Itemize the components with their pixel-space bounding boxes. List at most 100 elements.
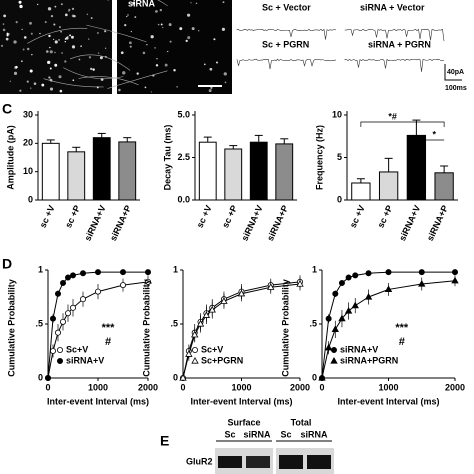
point (45, 374, 52, 381)
punctum (9, 80, 12, 82)
punctum (209, 67, 213, 71)
point (331, 325, 339, 332)
neurite (107, 0, 168, 7)
punctum (162, 26, 164, 29)
punctum (2, 28, 6, 32)
series-line (47, 281, 149, 379)
punctum (127, 14, 129, 16)
punctum (54, 51, 56, 54)
y-tick-label: 2.5 (177, 152, 190, 162)
bar (406, 134, 427, 201)
punctum (64, 13, 68, 17)
punctum (190, 2, 192, 4)
y-tick-label: 10 (23, 166, 33, 176)
punctum (185, 39, 188, 42)
punctum (128, 41, 132, 45)
punctum (87, 38, 90, 40)
y-axis-label: Cumulative Probability (6, 279, 16, 377)
punctum (124, 23, 127, 27)
punctum (64, 41, 66, 43)
point (50, 347, 57, 354)
point (60, 279, 67, 286)
panel-label: D (2, 256, 12, 272)
series-line (321, 271, 455, 379)
annotation: *# (388, 111, 397, 121)
point (352, 272, 359, 279)
punctum (23, 36, 27, 39)
punctum (169, 40, 172, 43)
point (65, 274, 72, 281)
punctum (150, 35, 154, 39)
bar (275, 143, 294, 201)
punctum (164, 63, 168, 67)
x-tick-label: 2000 (138, 382, 158, 392)
point (120, 282, 127, 289)
point (351, 301, 359, 309)
point (144, 278, 151, 285)
point (318, 373, 326, 381)
blot-header: Total (291, 417, 312, 427)
x-tick-label: 0 (45, 382, 50, 392)
y-tick-label: 20 (23, 138, 33, 148)
series-line (321, 280, 456, 379)
punctum (22, 48, 25, 51)
punctum (222, 1, 225, 4)
scale-label: 40pA (447, 69, 464, 76)
series-line (182, 283, 301, 379)
punctum (6, 32, 9, 35)
point (325, 315, 332, 322)
punctum (104, 30, 107, 33)
point (50, 315, 57, 322)
punctum (59, 89, 63, 93)
x-tick-label: sc +V (348, 204, 367, 230)
punctum (47, 7, 52, 11)
punctum (49, 87, 54, 91)
punctum (215, 61, 218, 64)
point (70, 272, 77, 279)
punctum (48, 76, 51, 79)
band (218, 456, 242, 468)
punctum (53, 23, 56, 26)
y-tick-label: 30 (23, 109, 33, 119)
punctum (71, 45, 76, 49)
point (55, 329, 62, 336)
puncta (0, 0, 227, 93)
punctum (155, 10, 158, 13)
punctum (48, 34, 51, 38)
lane-label: Sc (280, 429, 291, 439)
punctum (176, 86, 178, 88)
y-tick-label: 1 (173, 264, 178, 274)
punctum (129, 45, 132, 48)
lane-label: siRNA (243, 429, 271, 439)
punctum (118, 88, 121, 92)
y-tick-label: 5 (337, 152, 342, 162)
y-axis-label: Amplitude (pA) (5, 125, 15, 190)
bar (198, 141, 217, 201)
punctum (223, 72, 227, 76)
band (246, 456, 270, 468)
punctum (155, 64, 159, 67)
x-tick-label: siRNA+V (239, 204, 264, 243)
point (418, 280, 426, 287)
point (237, 289, 246, 297)
punctum (8, 33, 10, 35)
punctum (173, 69, 176, 72)
x-tick-label: sc +P (63, 204, 82, 230)
punctum (92, 68, 95, 71)
punctum (26, 47, 30, 51)
punctum (213, 38, 216, 41)
punctum (195, 2, 198, 5)
x-tick-label: sc +V (38, 204, 57, 230)
y-axis-label: Frequency (Hz) (314, 125, 324, 190)
band (279, 455, 303, 469)
neurite (69, 54, 131, 71)
punctum (3, 14, 7, 18)
trace (236, 58, 337, 70)
punctum (6, 34, 9, 37)
x-axis-label: Inter-event Interval (ms) (190, 396, 292, 406)
neurite (43, 78, 104, 88)
x-tick-label: siRNA+V (82, 204, 107, 243)
punctum (136, 72, 139, 75)
x-tick-label: siRNA+P (425, 204, 450, 243)
punctum (146, 43, 148, 46)
